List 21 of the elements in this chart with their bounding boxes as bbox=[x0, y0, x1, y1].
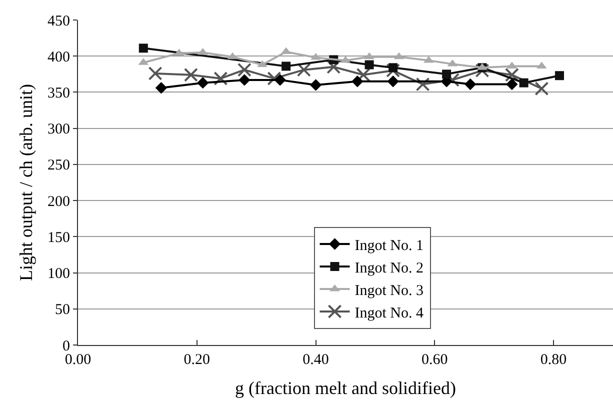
x-tick-label: 0.20 bbox=[184, 352, 210, 368]
y-tick-label: 350 bbox=[48, 85, 70, 102]
y-tick-label: 300 bbox=[48, 122, 70, 138]
y-tick-label: 200 bbox=[48, 194, 70, 210]
x-axis-title: g (fraction melt and solidified) bbox=[235, 378, 456, 398]
legend-label: Ingot No. 2 bbox=[354, 260, 424, 276]
y-tick-label: 50 bbox=[55, 302, 70, 318]
y-tick-label: 450 bbox=[48, 13, 70, 30]
legend-label: Ingot No. 1 bbox=[354, 238, 424, 254]
legend-label: Ingot No. 4 bbox=[354, 305, 424, 322]
y-tick-label: 0 bbox=[62, 338, 70, 354]
x-tick-label: 0.60 bbox=[422, 352, 448, 368]
y-tick-label: 150 bbox=[48, 230, 70, 246]
legend-label: Ingot No. 3 bbox=[354, 282, 424, 299]
y-tick-label: 250 bbox=[48, 158, 70, 174]
x-tick-label: 0.40 bbox=[302, 352, 329, 368]
y-tick-label: 100 bbox=[48, 266, 70, 282]
y-tick-label: 400 bbox=[48, 49, 70, 66]
x-tick-label: 0.00 bbox=[64, 352, 92, 368]
y-axis-title: Light output / ch (arb. unit) bbox=[16, 84, 36, 281]
x-tick-label: 0.80 bbox=[540, 352, 567, 368]
